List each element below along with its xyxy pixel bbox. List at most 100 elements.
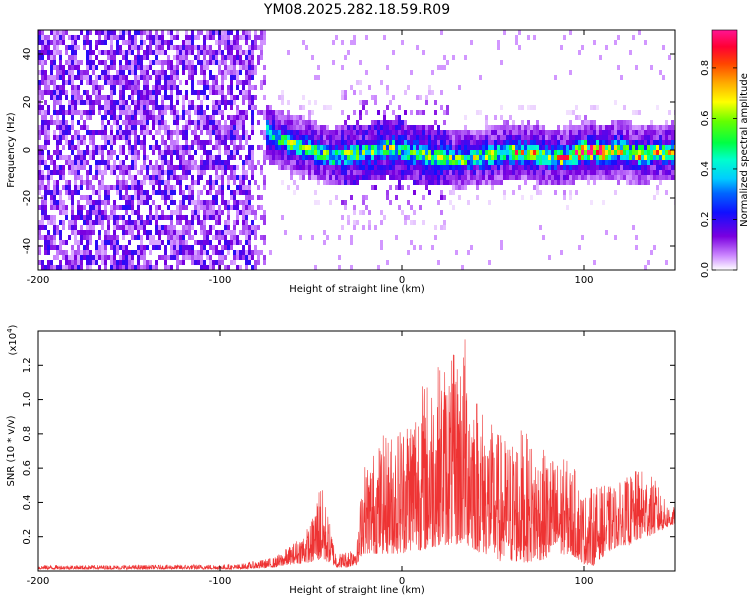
spectrogram-cell xyxy=(149,50,152,55)
spectrogram-cell xyxy=(53,90,56,95)
spectrogram-cell xyxy=(50,205,53,210)
spectrogram-cell xyxy=(197,50,200,55)
spectrogram-cell xyxy=(245,75,248,80)
spectrogram-cell xyxy=(446,175,449,180)
spectrogram-cell xyxy=(464,55,467,60)
spectrogram-cell xyxy=(146,175,149,180)
spectrogram-cell xyxy=(176,55,179,60)
spectrogram-cell xyxy=(92,255,95,260)
spectrogram-cell xyxy=(239,135,242,140)
spectrogram-cell xyxy=(518,140,521,145)
spectrogram-cell xyxy=(464,130,467,135)
spectrogram-cell xyxy=(380,135,383,140)
spectrogram-cell xyxy=(41,170,44,175)
spectrogram-cell xyxy=(191,140,194,145)
spectrogram-cell xyxy=(68,185,71,190)
spectrogram-cell xyxy=(380,240,383,245)
spectrogram-cell xyxy=(83,35,86,40)
spectrogram-cell xyxy=(188,50,191,55)
spectrogram-cell xyxy=(152,170,155,175)
spectrogram-cell xyxy=(290,165,293,170)
spectrogram-cell xyxy=(596,125,599,130)
spectrogram-cell xyxy=(209,240,212,245)
spectrogram-cell xyxy=(161,100,164,105)
spectrogram-cell xyxy=(101,210,104,215)
spectrogram-cell xyxy=(362,170,365,175)
spectrogram-cell xyxy=(233,205,236,210)
spectrogram-cell xyxy=(308,115,311,120)
spectrogram-cell xyxy=(242,180,245,185)
spectrogram-cell xyxy=(536,130,539,135)
spectrogram-cell xyxy=(164,145,167,150)
spectrogram-cell xyxy=(248,95,251,100)
spectrogram-cell xyxy=(125,75,128,80)
spectrogram-cell xyxy=(260,30,263,35)
spectrogram-cell xyxy=(119,265,122,270)
spectrogram-cell xyxy=(470,135,473,140)
spectrogram-cell xyxy=(167,265,170,270)
spectrogram-cell xyxy=(125,50,128,55)
spectrogram-cell xyxy=(446,160,449,165)
spectrogram-cell xyxy=(389,160,392,165)
spectrogram-cell xyxy=(293,140,296,145)
spectrogram-cell xyxy=(593,135,596,140)
spectrogram-cell xyxy=(284,130,287,135)
spectrogram-cell xyxy=(533,175,536,180)
spectrogram-cell xyxy=(641,140,644,145)
spectrogram-cell xyxy=(41,95,44,100)
spectrogram-cell xyxy=(131,265,134,270)
spectrogram-cell xyxy=(275,125,278,130)
spectrogram-cell xyxy=(647,150,650,155)
spectrogram-cell xyxy=(182,260,185,265)
spectrogram-cell xyxy=(101,75,104,80)
spectrogram-cell xyxy=(113,255,116,260)
spectrogram-cell xyxy=(227,245,230,250)
spectrogram-cell xyxy=(44,235,47,240)
spectrogram-cell xyxy=(329,160,332,165)
spectrogram-cell xyxy=(146,30,149,35)
spectrogram-cell xyxy=(47,215,50,220)
spectrogram-cell xyxy=(122,165,125,170)
spectrogram-cell xyxy=(137,185,140,190)
spectrogram-cell xyxy=(251,95,254,100)
spectrogram-cell xyxy=(68,35,71,40)
spectrogram-cell xyxy=(362,160,365,165)
spectrogram-cell xyxy=(182,105,185,110)
spectrogram-cell xyxy=(605,165,608,170)
spectrogram-cell xyxy=(149,160,152,165)
spectrogram-cell xyxy=(146,190,149,195)
spectrogram-cell xyxy=(188,220,191,225)
spectrogram-cell xyxy=(380,125,383,130)
spectrogram-cell xyxy=(59,125,62,130)
spectrogram-cell xyxy=(605,160,608,165)
spectrogram-cell xyxy=(248,100,251,105)
spectrogram-cell xyxy=(137,250,140,255)
spectrogram-cell xyxy=(410,70,413,75)
spectrogram-cell xyxy=(635,140,638,145)
spectrogram-cell xyxy=(251,145,254,150)
spectrogram-cell xyxy=(566,205,569,210)
spectrogram-cell xyxy=(107,220,110,225)
spectrogram-cell xyxy=(572,150,575,155)
spectrogram-cell xyxy=(197,30,200,35)
spectrogram-cell xyxy=(188,200,191,205)
spectrogram-cell xyxy=(92,60,95,65)
spectrogram-cell xyxy=(137,110,140,115)
spectrogram-cell xyxy=(374,155,377,160)
spectrogram-cell xyxy=(176,70,179,75)
spectrogram-cell xyxy=(269,145,272,150)
spectrogram-cell xyxy=(404,120,407,125)
spectrogram-cell xyxy=(179,160,182,165)
spectrogram-cell xyxy=(416,180,419,185)
spectrogram-cell xyxy=(377,155,380,160)
spectrogram-cell xyxy=(71,200,74,205)
spectrogram-cell xyxy=(173,185,176,190)
spectrogram-cell xyxy=(656,175,659,180)
spectrogram-cell xyxy=(416,145,419,150)
spectrogram-cell xyxy=(161,180,164,185)
spectrogram-cell xyxy=(386,170,389,175)
spectrogram-cell xyxy=(131,110,134,115)
spectrogram-cell xyxy=(326,235,329,240)
spectrogram-cell xyxy=(38,150,41,155)
spectrogram-cell xyxy=(74,215,77,220)
